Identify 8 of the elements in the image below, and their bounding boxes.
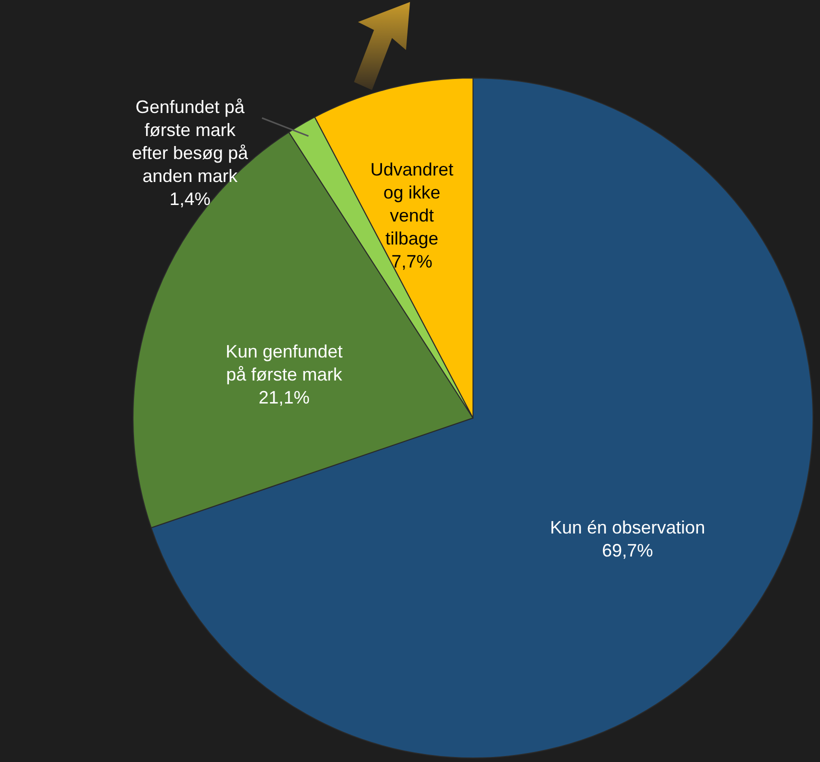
data-label: 69,7% [602,540,654,561]
slice-label: Udvandret og ikke vendt tilbage [370,159,454,248]
data-label: 21,1% [258,387,310,408]
data-label: 1,4% [169,189,211,209]
slice-label: Kun genfundet på første mark [226,341,344,384]
data-label: 7,7% [391,251,432,272]
slice-label: Genfundet på første mark efter besøg på anden mark [132,97,250,186]
slice-label: Kun én observation [550,518,706,538]
